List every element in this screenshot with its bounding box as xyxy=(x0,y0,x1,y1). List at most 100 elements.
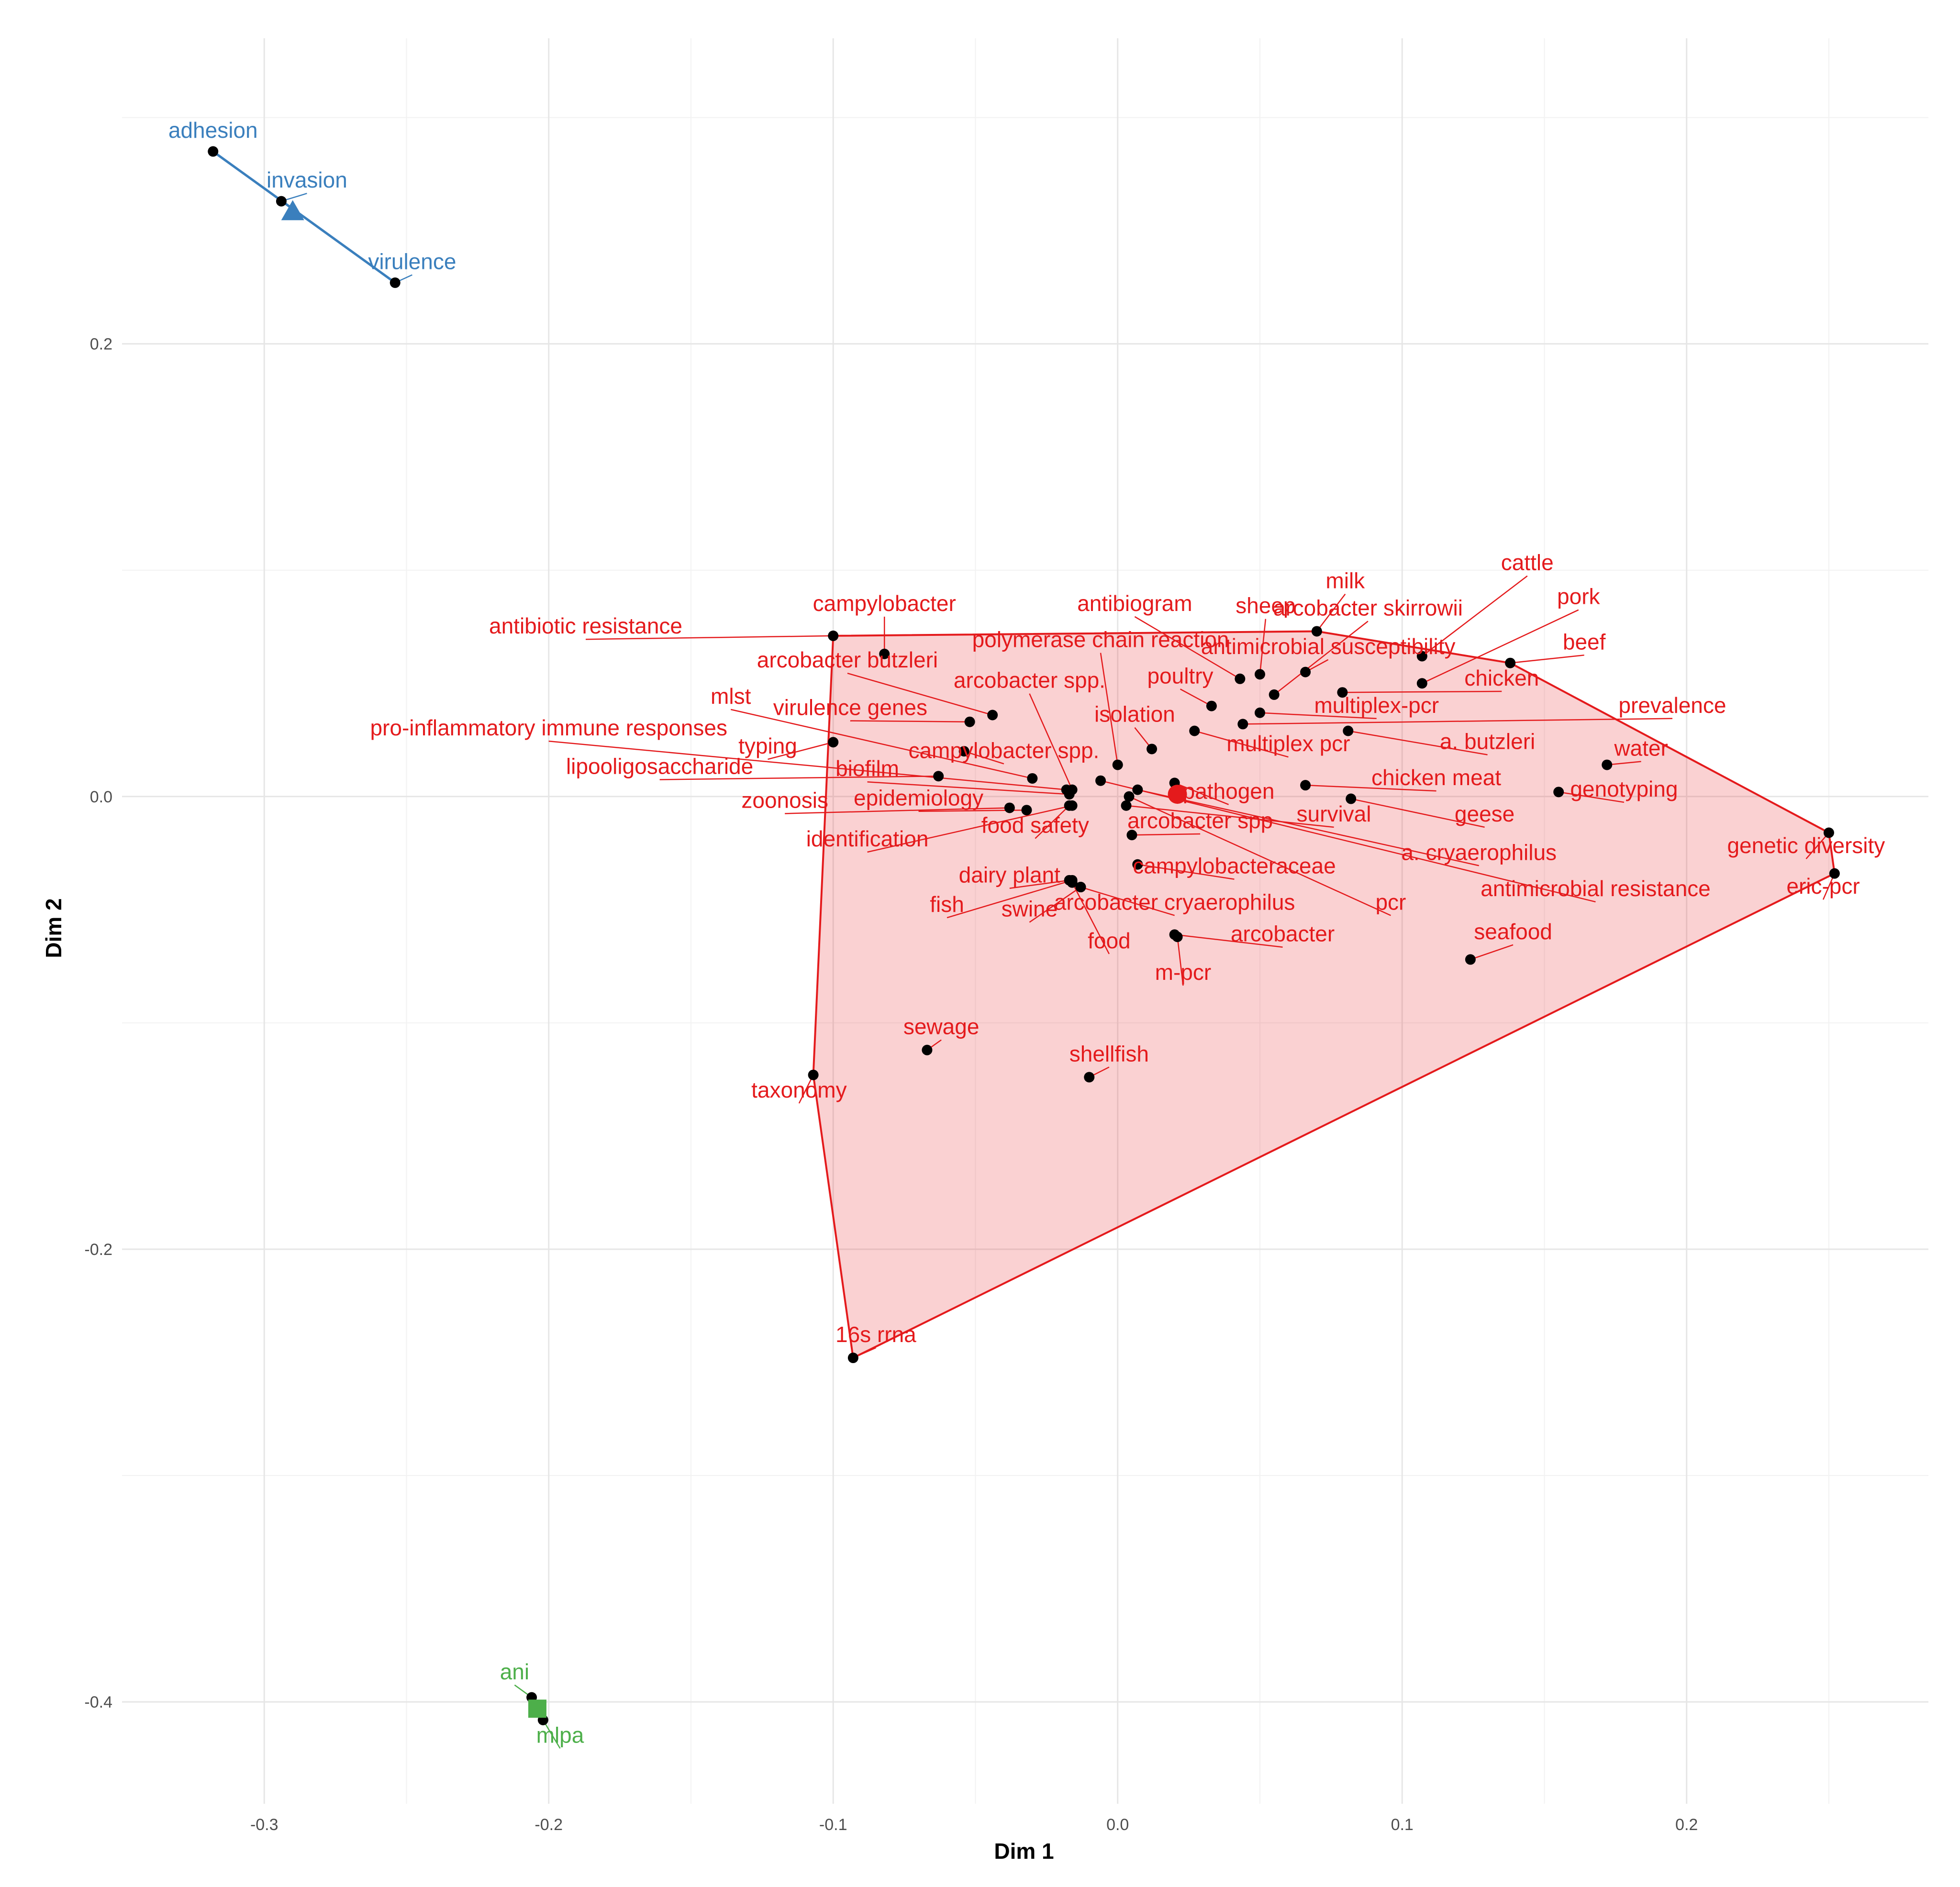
point-label: pcr xyxy=(1375,889,1406,914)
point-label: genotyping xyxy=(1570,777,1678,801)
axis-ticks: -0.3 -0.2 -0.1 0.0 0.1 0.2 -0.4 -0.2 0.0 0.2 xyxy=(84,335,1698,1834)
label-leader-line xyxy=(768,742,834,760)
label-leader-line xyxy=(1607,761,1641,766)
cluster-centroid-marker xyxy=(1168,785,1187,804)
y-axis-title: Dim 2 xyxy=(41,898,66,958)
cluster-hull xyxy=(212,150,396,284)
label-leader-line xyxy=(1422,575,1528,657)
label-leader-line xyxy=(1137,864,1235,880)
label-leader-line xyxy=(1100,653,1118,765)
point-label: arcobacter spp. xyxy=(954,668,1105,693)
data-point xyxy=(1124,791,1135,802)
cluster-group: adhesion invasion virulence xyxy=(168,118,456,288)
data-point xyxy=(958,746,969,757)
data-point xyxy=(1172,932,1183,943)
data-point xyxy=(847,1353,858,1364)
data-point xyxy=(1337,687,1348,698)
point-label: survival xyxy=(1297,801,1371,826)
data-point xyxy=(1269,689,1280,700)
point-label: food safety xyxy=(981,813,1089,838)
point-label: a. cryaerophilus xyxy=(1401,840,1557,865)
point-label: antimicrobial resistance xyxy=(1481,876,1711,901)
data-point xyxy=(1300,666,1311,677)
y-tick-label: 0.0 xyxy=(90,788,112,806)
label-leader-line xyxy=(1259,619,1267,675)
data-point xyxy=(1147,744,1158,755)
data-point xyxy=(1004,802,1015,813)
label-leader-line xyxy=(1128,796,1391,916)
label-leader-line xyxy=(1510,655,1584,664)
point-label: antibiogram xyxy=(1077,591,1192,616)
data-point xyxy=(1075,882,1086,893)
label-leader-line xyxy=(947,879,1072,919)
data-point xyxy=(1235,673,1246,684)
data-point xyxy=(987,710,998,721)
data-point xyxy=(1553,787,1564,798)
label-leader-line xyxy=(850,720,970,722)
x-tick-label: -0.2 xyxy=(535,1816,563,1834)
data-point xyxy=(828,630,839,641)
point-label: 16s rrna xyxy=(835,1322,916,1347)
point-label: water xyxy=(1614,736,1668,761)
point-label: lipooligosaccharide xyxy=(566,754,753,779)
point-label: arcobacter spp xyxy=(1127,808,1273,833)
point-label: dairy plant xyxy=(959,863,1060,888)
label-leader-line xyxy=(1009,879,1069,889)
label-leader-line xyxy=(1470,944,1514,960)
point-label: invasion xyxy=(267,167,347,192)
label-leader-line xyxy=(548,740,1067,790)
grid-lines xyxy=(122,38,1928,1804)
data-point xyxy=(276,196,287,207)
data-point xyxy=(1067,877,1078,888)
point-label: chicken meat xyxy=(1371,765,1501,790)
label-leader-line xyxy=(1080,886,1175,916)
x-tick-label: 0.2 xyxy=(1675,1816,1698,1834)
data-point xyxy=(1132,784,1143,795)
data-point xyxy=(1189,725,1200,736)
point-label: m-pcr xyxy=(1155,960,1212,985)
data-point xyxy=(390,277,401,288)
label-leader-line xyxy=(1071,882,1110,955)
y-tick-label: -0.2 xyxy=(84,1241,112,1259)
label-leader-line xyxy=(785,807,1010,814)
point-label: arcobacter cryaerophilus xyxy=(1054,889,1295,914)
point-label: polymerase chain reaction xyxy=(972,627,1229,652)
point-label: arcobacter xyxy=(1231,921,1335,946)
label-leader-line xyxy=(1174,934,1283,948)
point-label: taxonomy xyxy=(751,1077,846,1102)
point-label: sheep xyxy=(1236,593,1295,618)
label-leader-line xyxy=(1805,832,1829,859)
data-point xyxy=(922,1044,933,1055)
data-point xyxy=(808,1069,819,1080)
data-point xyxy=(1505,657,1516,668)
point-label: sewage xyxy=(903,1014,980,1039)
y-tick-label: -0.4 xyxy=(84,1693,112,1711)
data-point xyxy=(933,771,944,782)
point-label: poultry xyxy=(1147,663,1213,688)
data-point xyxy=(1465,954,1476,965)
data-point xyxy=(1254,707,1265,718)
x-tick-label: 0.0 xyxy=(1106,1816,1129,1834)
x-tick-label: -0.3 xyxy=(250,1816,278,1834)
point-label: swine xyxy=(1002,897,1058,921)
label-leader-line xyxy=(1350,798,1485,828)
data-point xyxy=(1084,1072,1095,1083)
point-label: geese xyxy=(1455,801,1515,826)
point-label: a. butzleri xyxy=(1440,729,1535,754)
data-point xyxy=(1027,773,1038,784)
label-leader-line xyxy=(1029,887,1081,923)
data-point xyxy=(1126,830,1137,841)
data-point xyxy=(1064,789,1075,800)
point-label: isolation xyxy=(1094,702,1175,727)
point-label: fish xyxy=(930,892,964,917)
point-label: campylobacteraceae xyxy=(1133,854,1336,878)
point-label: virulence genes xyxy=(773,695,927,720)
point-label: arcobacter butzleri xyxy=(757,647,938,672)
point-label: pork xyxy=(1557,584,1600,609)
label-leader-line xyxy=(1273,621,1369,695)
label-leader-line xyxy=(1035,805,1070,839)
point-label: ani xyxy=(500,1659,529,1684)
point-label: campylobacter spp. xyxy=(908,738,1099,763)
point-label: chicken xyxy=(1464,666,1539,690)
